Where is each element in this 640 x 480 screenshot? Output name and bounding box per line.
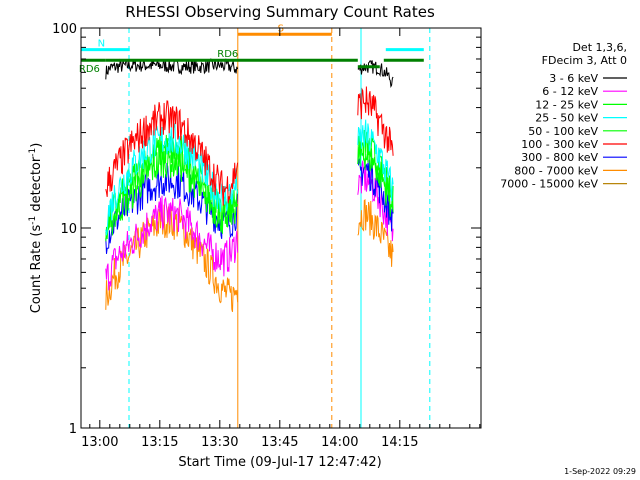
series-100-300-kev-segment-1	[357, 86, 394, 156]
series-group	[105, 58, 394, 313]
legend-label-3-6-kev: 3 - 6 keV	[549, 72, 598, 85]
legend-header-line-2: FDecim 3, Att 0	[542, 54, 627, 67]
y-axis-title-sup2: -1	[28, 148, 38, 157]
x-tick-label-1: 13:15	[141, 435, 178, 450]
series-100-300-kev-segment-0	[105, 100, 239, 206]
legend-header-line-1: Det 1,3,6,	[572, 41, 627, 54]
y-axis: 1 10 100	[52, 22, 481, 437]
flag-annotations: N S RD6 RD6	[79, 23, 424, 75]
series-3-6-kev-segment-0	[105, 58, 239, 80]
x-tick-label-5: 14:15	[381, 435, 418, 450]
y-tick-label-1: 10	[60, 222, 77, 237]
legend-label-100-300-kev: 100 - 300 keV	[521, 138, 598, 151]
series-6-12-kev-segment-0	[105, 195, 239, 291]
x-tick-label-4: 14:00	[321, 435, 358, 450]
flag-label-4: RD6	[217, 49, 238, 60]
x-tick-label-3: 13:45	[261, 435, 298, 450]
x-tick-label-0: 13:00	[81, 435, 118, 450]
legend-label-7000-15000-kev: 7000 - 15000 keV	[500, 178, 598, 191]
y-tick-label-0: 1	[69, 422, 77, 437]
x-axis: 13:00 13:15 13:30 13:45 14:00 14:15	[81, 28, 481, 450]
series-300-800-kev-segment-1	[357, 157, 394, 232]
flag-label-2: S	[278, 23, 284, 34]
flag-label-0: N	[98, 39, 105, 50]
y-axis-title-end: )	[29, 143, 44, 148]
chart-title: RHESSI Observing Summary Count Rates	[125, 3, 435, 21]
x-axis-title: Start Time (09-Jul-17 12:47:42)	[178, 455, 381, 470]
series-50-100-kev-segment-0	[105, 143, 239, 242]
series-800-7000-kev-segment-0	[105, 204, 239, 313]
series-25-50-kev-segment-1	[357, 119, 394, 202]
legend-label-50-100-kev: 50 - 100 keV	[528, 125, 598, 138]
legend-label-25-50-kev: 25 - 50 keV	[535, 112, 598, 125]
y-tick-label-2: 100	[52, 22, 77, 37]
y-axis-title: Count Rate (s-1 detector-1)	[28, 143, 44, 314]
y-axis-title-main: Count Rate (s	[29, 225, 44, 314]
x-tick-label-2: 13:30	[201, 435, 238, 450]
series-3-6-kev-segment-1	[357, 60, 394, 88]
flag-label-3: RD6	[79, 64, 100, 75]
y-axis-title-mid: detector	[29, 156, 44, 216]
legend-label-300-800-kev: 300 - 800 keV	[521, 151, 598, 164]
legend-label-6-12-kev: 6 - 12 keV	[542, 85, 598, 98]
y-axis-title-sup1: -1	[28, 216, 38, 225]
legend-label-12-25-kev: 12 - 25 keV	[535, 98, 598, 111]
footer-timestamp: 1-Sep-2022 09:29	[564, 467, 636, 476]
legend-label-800-7000-kev: 800 - 7000 keV	[514, 164, 598, 177]
